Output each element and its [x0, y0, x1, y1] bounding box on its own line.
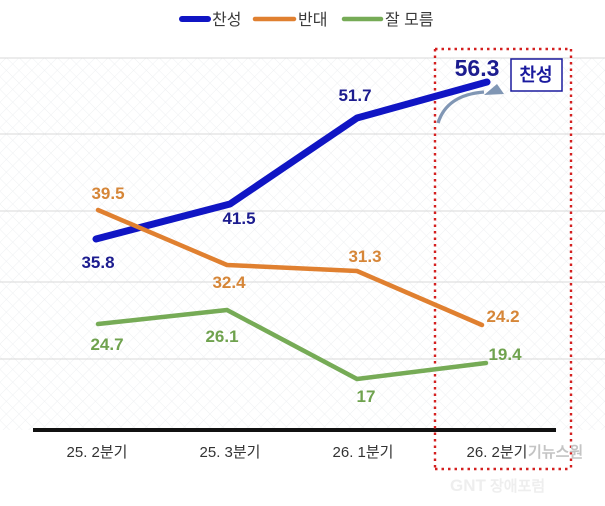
svg-text:51.7: 51.7 — [338, 86, 371, 105]
svg-text:24.7: 24.7 — [90, 335, 123, 354]
svg-text:GNT: GNT — [450, 476, 487, 495]
svg-text:잘 모름: 잘 모름 — [385, 11, 434, 29]
svg-text:찬성: 찬성 — [212, 11, 241, 29]
svg-text:반대: 반대 — [298, 11, 327, 29]
svg-text:17: 17 — [357, 387, 376, 406]
svg-text:41.5: 41.5 — [222, 209, 255, 228]
svg-text:25. 3분기: 25. 3분기 — [200, 444, 261, 461]
svg-text:19.4: 19.4 — [488, 345, 522, 364]
svg-text:기뉴스원: 기뉴스원 — [528, 444, 583, 461]
svg-text:24.2: 24.2 — [486, 307, 519, 326]
svg-text:26. 2분기: 26. 2분기 — [467, 444, 528, 461]
svg-text:31.3: 31.3 — [348, 247, 381, 266]
svg-text:39.5: 39.5 — [91, 184, 124, 203]
svg-text:35.8: 35.8 — [81, 253, 114, 272]
svg-text:32.4: 32.4 — [212, 273, 246, 292]
svg-text:26.1: 26.1 — [205, 327, 238, 346]
svg-text:장애포럼: 장애포럼 — [490, 477, 545, 495]
svg-text:25. 2분기: 25. 2분기 — [67, 444, 128, 461]
svg-text:56.3: 56.3 — [455, 55, 500, 81]
svg-text:26. 1분기: 26. 1분기 — [333, 444, 394, 461]
svg-text:찬성: 찬성 — [519, 65, 552, 85]
